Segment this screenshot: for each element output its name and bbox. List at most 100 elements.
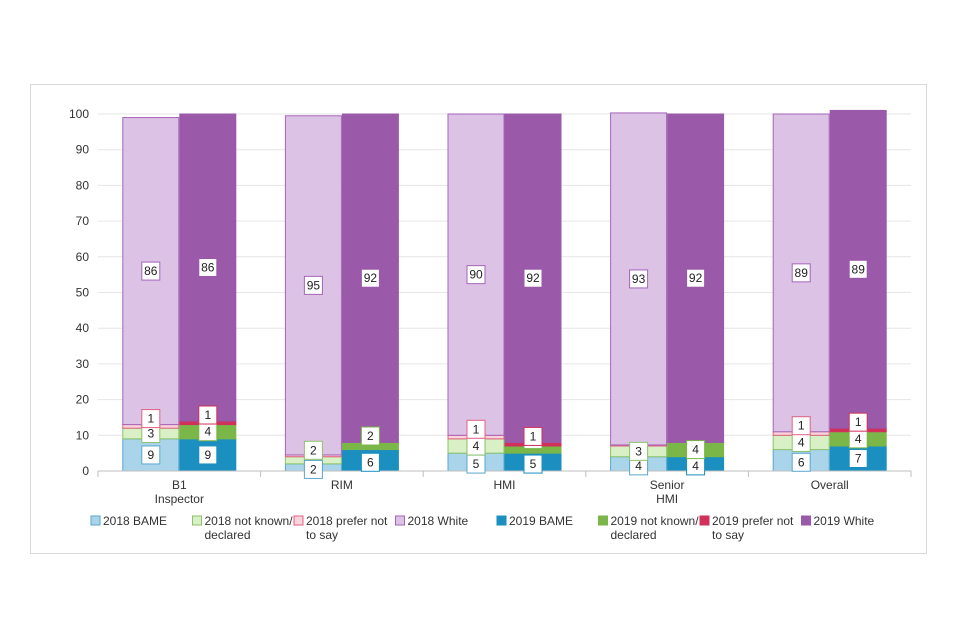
data-label-text: 3: [635, 444, 642, 458]
legend-label: 2019 not known/: [611, 514, 700, 528]
data-label-box: [466, 265, 486, 285]
data-label-text: 1: [530, 429, 537, 443]
data-label-box: [523, 268, 543, 288]
legend-swatch: [496, 515, 507, 526]
data-label-box: [523, 426, 543, 446]
data-label-text: 4: [204, 425, 211, 439]
y-tick-label: 90: [76, 143, 90, 157]
data-label-text: 2: [310, 443, 317, 457]
data-label-box: [629, 441, 649, 461]
y-tick-label: 30: [76, 357, 90, 371]
y-tick-label: 50: [76, 286, 90, 300]
legend-swatch: [192, 515, 202, 526]
data-label-text: 93: [632, 272, 646, 286]
data-label-box: [791, 263, 811, 283]
data-label-text: 4: [635, 459, 642, 473]
y-tick-label: 70: [76, 214, 90, 228]
data-label-text: 9: [147, 448, 154, 462]
data-label-text: 89: [795, 266, 809, 280]
y-tick-label: 80: [76, 178, 90, 192]
data-label: 92: [523, 268, 543, 288]
data-label: 9: [198, 445, 218, 465]
data-label-text: 86: [201, 261, 215, 275]
data-label-text: 3: [147, 427, 154, 441]
data-label-box: [848, 259, 868, 279]
y-tick-label: 100: [69, 107, 89, 121]
data-label: 89: [791, 263, 811, 283]
data-label-text: 1: [204, 408, 211, 422]
data-label-box: [303, 275, 323, 295]
data-label: 2: [303, 440, 323, 460]
data-label-text: 92: [526, 271, 540, 285]
legend-swatch: [90, 515, 101, 526]
legend-swatch: [801, 515, 811, 526]
data-label-box: [848, 449, 868, 469]
data-label-text: 92: [364, 271, 378, 285]
data-label-box: [198, 445, 218, 465]
data-label-box: [141, 261, 161, 281]
data-label: 95: [303, 275, 323, 295]
data-label: 5: [466, 454, 486, 474]
data-label-box: [198, 258, 218, 278]
data-label-box: [303, 440, 323, 460]
data-label-text: 4: [855, 432, 862, 446]
data-label: 89: [848, 259, 868, 279]
category-label: Senior: [650, 478, 685, 492]
legend-label: 2018 White: [408, 514, 469, 528]
y-tick-label: 0: [82, 464, 89, 478]
data-label: 4: [848, 429, 868, 449]
data-label: 6: [360, 452, 380, 472]
category-label: B1: [172, 478, 187, 492]
data-label-text: 6: [367, 455, 374, 469]
legend-label: declared: [205, 528, 251, 542]
data-label-text: 86: [144, 264, 158, 278]
data-label: 1: [141, 409, 161, 429]
data-label-text: 1: [798, 419, 805, 433]
data-label-text: 4: [798, 435, 805, 449]
data-label-box: [360, 452, 380, 472]
data-label-text: 89: [852, 262, 866, 276]
legend-entry: 2019 not known/declared: [598, 514, 700, 542]
data-label-text: 1: [147, 412, 154, 426]
data-label-text: 2: [310, 462, 317, 476]
data-label: 6: [791, 452, 811, 472]
category-label: HMI: [656, 492, 678, 506]
y-tick-label: 60: [76, 250, 90, 264]
data-label-text: 4: [692, 443, 699, 457]
data-label: 4: [686, 440, 706, 460]
data-label-text: 7: [855, 452, 862, 466]
data-label: 86: [141, 261, 161, 281]
data-label-box: [360, 426, 380, 446]
data-label-box: [141, 409, 161, 429]
data-label-text: 95: [307, 278, 321, 292]
data-label: 92: [360, 268, 380, 288]
data-label-box: [791, 416, 811, 436]
data-label: 4: [466, 436, 486, 456]
legend-label: declared: [611, 528, 657, 542]
data-label: 3: [629, 441, 649, 461]
category-label: Overall: [811, 478, 849, 492]
legend-label: 2019 White: [814, 514, 875, 528]
category-label: RIM: [331, 478, 353, 492]
data-label-text: 4: [692, 459, 699, 473]
legend-label: 2019 prefer not: [712, 514, 794, 528]
legend-label: 2018 prefer not: [306, 514, 388, 528]
legend-label: 2018 BAME: [103, 514, 167, 528]
legend-entry: 2018 not known/declared: [192, 514, 293, 542]
data-label: 93: [629, 269, 649, 289]
data-label-text: 5: [473, 457, 480, 471]
y-tick-label: 40: [76, 321, 90, 335]
legend-swatch: [598, 515, 608, 526]
data-label-text: 5: [530, 457, 537, 471]
data-label-box: [686, 440, 706, 460]
data-label: 1: [791, 416, 811, 436]
data-label-box: [360, 268, 380, 288]
data-label-text: 90: [469, 268, 483, 282]
y-tick-label: 10: [76, 428, 90, 442]
data-label-box: [466, 419, 486, 439]
x-axis: [97, 470, 912, 477]
